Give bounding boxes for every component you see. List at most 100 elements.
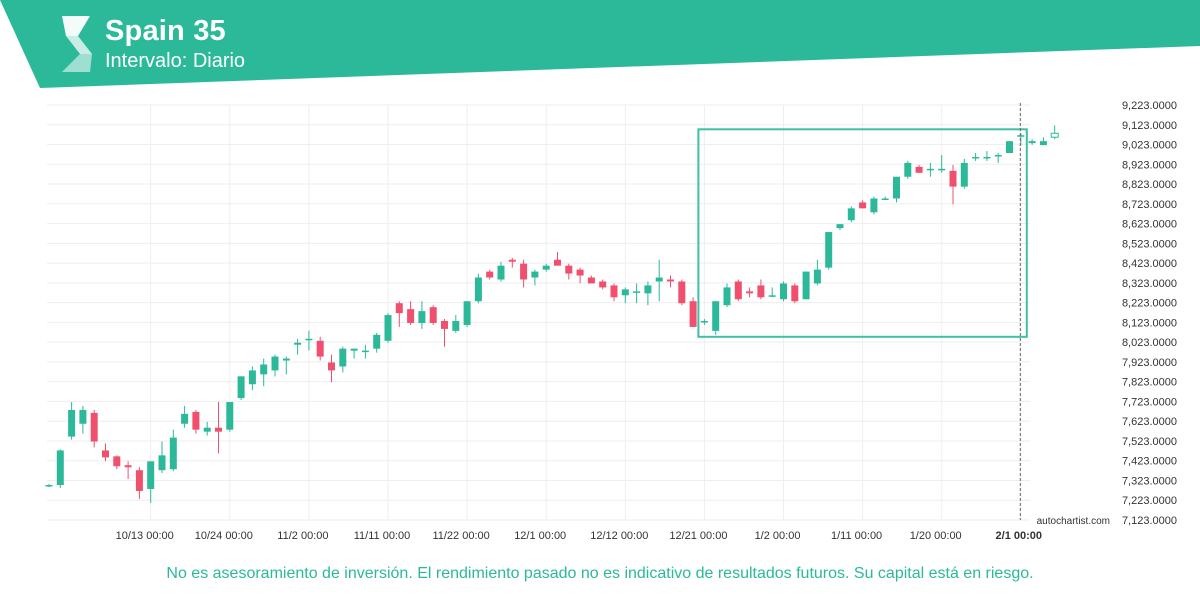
candle (497, 261, 505, 282)
candle (542, 263, 550, 272)
x-tick-label: 10/24 00:00 (195, 530, 253, 542)
candle (350, 348, 358, 359)
candle (90, 409, 98, 448)
candle (757, 279, 765, 300)
candle (226, 402, 234, 432)
candle (644, 281, 652, 306)
y-tick-label: 7,623.0000 (1122, 416, 1177, 428)
x-tick-label: 11/22 00:00 (432, 530, 489, 542)
candle (79, 405, 87, 434)
candle (373, 332, 381, 353)
candle (181, 405, 189, 428)
candle (870, 196, 878, 215)
candle (847, 206, 855, 223)
candle (395, 301, 403, 327)
candle (486, 269, 494, 280)
y-tick-label: 7,223.0000 (1122, 495, 1177, 507)
candle (1028, 139, 1036, 146)
candle (633, 283, 641, 304)
y-tick-label: 8,223.0000 (1122, 298, 1177, 310)
x-tick-label: 12/21 00:00 (669, 530, 727, 542)
y-tick-label: 9,123.0000 (1122, 120, 1177, 132)
x-tick-label: 2/1 00:00 (996, 530, 1042, 542)
candle (520, 259, 528, 288)
candle (915, 164, 923, 173)
candle (1050, 125, 1059, 140)
candle (1039, 137, 1047, 146)
y-tick-label: 8,523.0000 (1122, 238, 1177, 250)
candle (508, 257, 516, 268)
candle (881, 196, 889, 200)
x-tick-label: 1/2 00:00 (755, 530, 801, 542)
x-tick-label: 10/13 00:00 (116, 530, 174, 542)
pattern-box (697, 128, 1028, 338)
candle (474, 273, 482, 304)
x-tick-label: 1/20 00:00 (910, 530, 962, 542)
candle (825, 232, 833, 270)
x-axis: 10/13 00:00 10/24 00:00 11/2 00:00 11/11 00… (116, 530, 1042, 542)
candle (960, 158, 968, 189)
candle (45, 484, 53, 487)
y-tick-label: 7,123.0000 (1122, 515, 1177, 527)
y-tick-label: 7,723.0000 (1122, 396, 1177, 408)
candle (621, 287, 629, 304)
y-tick-label: 7,823.0000 (1122, 377, 1177, 389)
candle (237, 376, 245, 401)
y-tick-label: 8,323.0000 (1122, 278, 1177, 290)
chart-canvas: 9,223.0000 9,123.0000 9,023.0000 8,923.0000… (45, 100, 1177, 542)
candle (56, 449, 64, 488)
candle (68, 402, 76, 440)
candle (124, 461, 132, 480)
candles (45, 125, 1059, 503)
y-tick-label: 8,723.0000 (1122, 199, 1177, 211)
candle (655, 259, 663, 302)
y-tick-label: 7,323.0000 (1122, 475, 1177, 487)
candle (723, 283, 731, 308)
candle (407, 301, 415, 325)
candle (294, 338, 302, 355)
page-title: Spain 35 (105, 15, 226, 47)
y-tick-label: 9,023.0000 (1122, 140, 1177, 152)
x-tick-label: 12/1 00:00 (514, 530, 566, 542)
candle (147, 461, 155, 503)
candle (260, 358, 268, 387)
x-tick-label: 11/2 00:00 (277, 530, 328, 542)
candle (215, 402, 222, 454)
candle (791, 283, 799, 304)
x-tick-label: 12/12 00:00 (590, 530, 648, 542)
grid-lines (47, 104, 1030, 521)
y-tick-label: 7,423.0000 (1122, 456, 1177, 468)
candle (339, 346, 347, 373)
candle (271, 354, 279, 377)
candle (893, 176, 900, 203)
x-tick-label: 1/11 00:00 (831, 530, 882, 542)
y-tick-label: 8,623.0000 (1122, 219, 1177, 231)
page-subtitle: Intervalo: Diario (105, 50, 246, 72)
candle (203, 421, 211, 436)
candle (689, 297, 697, 327)
watermark-text: autochartist.com (1037, 516, 1110, 527)
candle (610, 283, 618, 302)
pattern-box-layer (697, 128, 1028, 338)
candle (1017, 133, 1025, 146)
candle (554, 251, 561, 266)
y-tick-label: 8,923.0000 (1122, 159, 1177, 171)
candle (576, 267, 584, 284)
candle (305, 330, 313, 351)
candle (904, 160, 912, 179)
y-axis: 9,223.0000 9,123.0000 9,023.0000 8,923.0000… (1122, 100, 1177, 527)
candle (926, 162, 934, 177)
candle (994, 153, 1002, 163)
candle (384, 313, 392, 343)
candle (972, 153, 980, 161)
candle (531, 269, 539, 286)
candle (983, 151, 991, 161)
candle (836, 224, 844, 231)
y-tick-label: 7,923.0000 (1122, 357, 1177, 369)
candle (102, 443, 109, 462)
candle (328, 354, 335, 383)
y-tick-label: 8,823.0000 (1122, 179, 1177, 191)
candle (316, 336, 324, 361)
candle (802, 271, 810, 300)
candle (463, 301, 471, 327)
